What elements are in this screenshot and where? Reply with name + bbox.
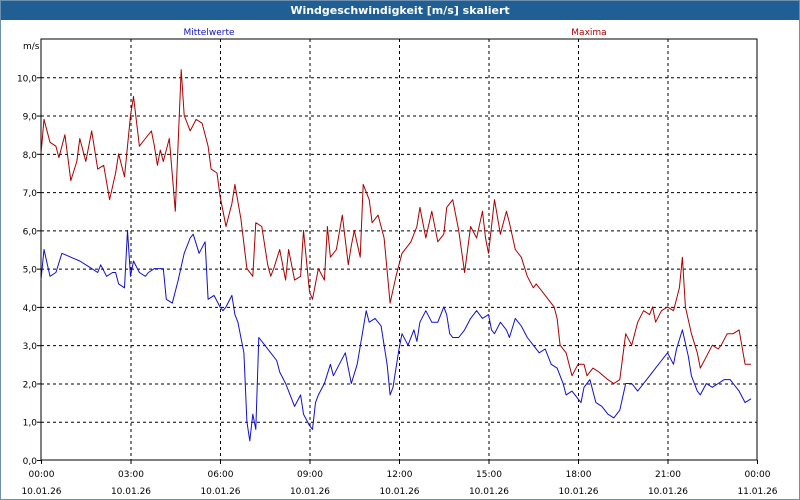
y-tick-label: 6,0 [23,227,38,237]
y-tick-label: 0,0 [23,457,38,467]
y-tick-label: 4,0 [23,304,38,314]
y-tick-label: 7,0 [23,189,38,199]
series [40,69,752,442]
x-tick-date-label: 10.01.26 [379,487,419,497]
x-tick-time-label: 00:00 [29,470,55,480]
y-tick-label: 1,0 [23,419,38,429]
x-tick-date-label: 10.01.26 [648,487,688,497]
x-tick-date-label: 10.01.26 [200,487,240,497]
series-line-maxima [40,69,751,384]
x-tick-date-label: 10.01.26 [469,487,509,497]
x-tick-date-label: 10.01.26 [21,487,61,497]
y-axis-label: m/s [23,42,40,52]
y-tick-label: 5,0 [23,266,38,276]
x-tick-time-label: 03:00 [118,470,144,480]
x-tick-date-label: 10.01.26 [558,487,598,497]
x-tick-time-label: 21:00 [655,470,681,480]
y-tick-label: 2,0 [23,380,38,390]
x-tick-time-label: 00:00 [745,470,771,480]
x-tick-date-label: 10.01.26 [290,487,330,497]
x-tick-time-label: 06:00 [208,470,234,480]
y-tick-label: 8,0 [23,151,38,161]
series-line-mittelwerte [40,229,752,442]
chart-title: Windgeschwindigkeit [m/s] skaliert [1,1,799,20]
grid [41,39,757,460]
x-tick-time-label: 09:00 [297,470,323,480]
y-tick-label: 3,0 [23,342,38,352]
y-tick-label: 10,0 [17,74,37,84]
y-axis: 0,0 1,0 2,0 3,0 4,0 5,0 6,0 7,0 8,0 9,0 10,0 [17,74,41,467]
legend-maxima: Maxima [571,28,606,38]
y-tick-label: 9,0 [23,113,38,123]
x-axis: 00:00 10.01.26 03:00 10.01.26 06:00 10.01.26 0… [21,460,778,497]
x-tick-date-label: 10.01.26 [111,487,151,497]
legend-mittelwerte: Mittelwerte [183,28,234,38]
x-tick-date-label: 11.01.26 [737,487,777,497]
x-tick-time-label: 18:00 [566,470,592,480]
x-tick-time-label: 15:00 [476,470,502,480]
x-tick-time-label: 12:00 [387,470,413,480]
